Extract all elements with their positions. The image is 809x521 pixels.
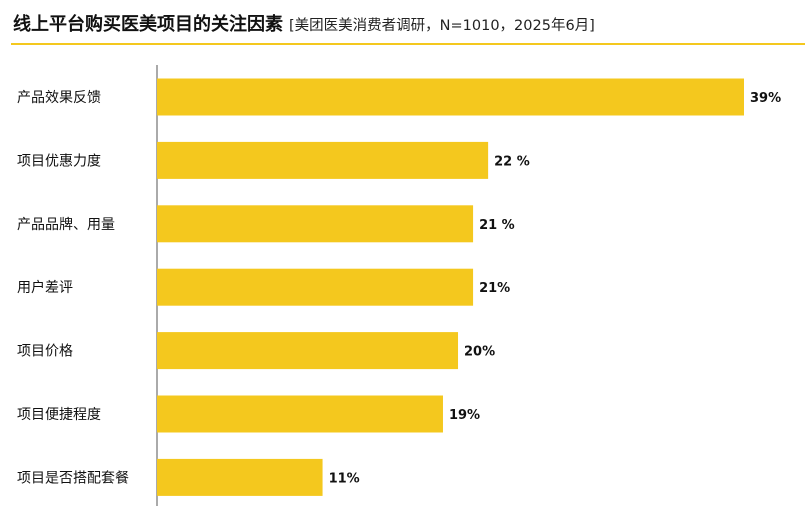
value-label: 21% — [479, 281, 510, 296]
category-label: 产品品牌、用量 — [17, 216, 115, 233]
title-underline — [11, 43, 805, 45]
value-label: 39% — [750, 91, 781, 106]
bar — [157, 78, 744, 116]
bar — [157, 395, 443, 433]
category-label: 产品效果反馈 — [17, 90, 101, 106]
value-label: 11% — [329, 471, 360, 486]
bar — [157, 141, 489, 179]
chart-subtitle: [美团医美消费者调研，N=1010，2025年6月] — [289, 18, 595, 34]
chart-title: 线上平台购买医美项目的关注因素 — [13, 14, 283, 35]
category-label: 项目便捷程度 — [17, 407, 101, 423]
bar — [157, 268, 474, 306]
category-label: 用户差评 — [17, 279, 73, 296]
category-label: 项目优惠力度 — [17, 153, 101, 169]
value-label: 21 % — [479, 218, 515, 233]
value-label: 20% — [464, 345, 495, 360]
category-label: 项目价格 — [17, 344, 73, 360]
chart-header: 线上平台购买医美项目的关注因素 [美团医美消费者调研，N=1010，2025年6月… — [13, 10, 801, 44]
value-label: 22 % — [494, 154, 530, 169]
bar — [157, 458, 323, 496]
category-label: 项目是否搭配套餐 — [17, 470, 129, 486]
value-label: 19% — [449, 408, 480, 423]
bar — [157, 205, 474, 243]
bar — [157, 332, 459, 370]
